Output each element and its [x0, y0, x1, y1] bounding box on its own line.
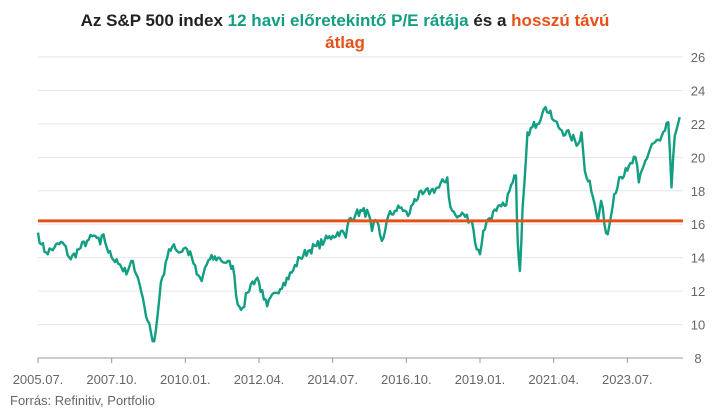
x-tick-label-3: 2012.04. — [234, 372, 285, 387]
x-tick-label-6: 2019.01. — [455, 372, 506, 387]
y-tick-label-20: 20 — [691, 150, 705, 165]
title-part-pe: 12 havi előretekintő P/E rátája — [227, 11, 469, 30]
gridlines — [38, 56, 683, 326]
x-tick-label-4: 2014.07. — [307, 372, 358, 387]
y-axis-ticks: 8 10 12 14 16 18 20 22 24 26 — [691, 50, 705, 366]
pe-ratio-line — [36, 106, 681, 343]
title-part-3: és a — [468, 11, 512, 30]
x-tick-label-5: 2016.10. — [381, 372, 432, 387]
title-part-average-2: átlag — [325, 33, 365, 52]
title-part-average: hosszú távú — [511, 11, 610, 30]
title-part-1: Az S&P 500 index — [80, 11, 228, 30]
y-tick-label-24: 24 — [691, 83, 705, 98]
y-tick-label-12: 12 — [691, 284, 705, 299]
y-tick-label-16: 16 — [691, 217, 705, 232]
y-tick-label-14: 14 — [691, 251, 705, 266]
y-tick-label-8: 8 — [694, 351, 701, 366]
x-tick-label-0: 2005.07. — [13, 372, 64, 387]
x-tick-label-1: 2007.10. — [86, 372, 137, 387]
y-tick-label-22: 22 — [691, 117, 705, 132]
x-tick-label-8: 2023.07. — [602, 372, 653, 387]
y-tick-label-26: 26 — [691, 50, 705, 65]
chart-title: Az S&P 500 index 12 havi előretekintő P/… — [40, 10, 650, 54]
x-axis-ticks: 2005.07. 2007.10. 2010.01. 2012.04. 2014.07.… — [13, 358, 653, 387]
source-note: Forrás: Refinitiv, Portfolio — [10, 393, 155, 408]
y-tick-label-10: 10 — [691, 318, 705, 333]
x-tick-label-2: 2010.01. — [160, 372, 211, 387]
y-tick-label-18: 18 — [691, 184, 705, 199]
x-tick-label-7: 2021.04. — [528, 372, 579, 387]
